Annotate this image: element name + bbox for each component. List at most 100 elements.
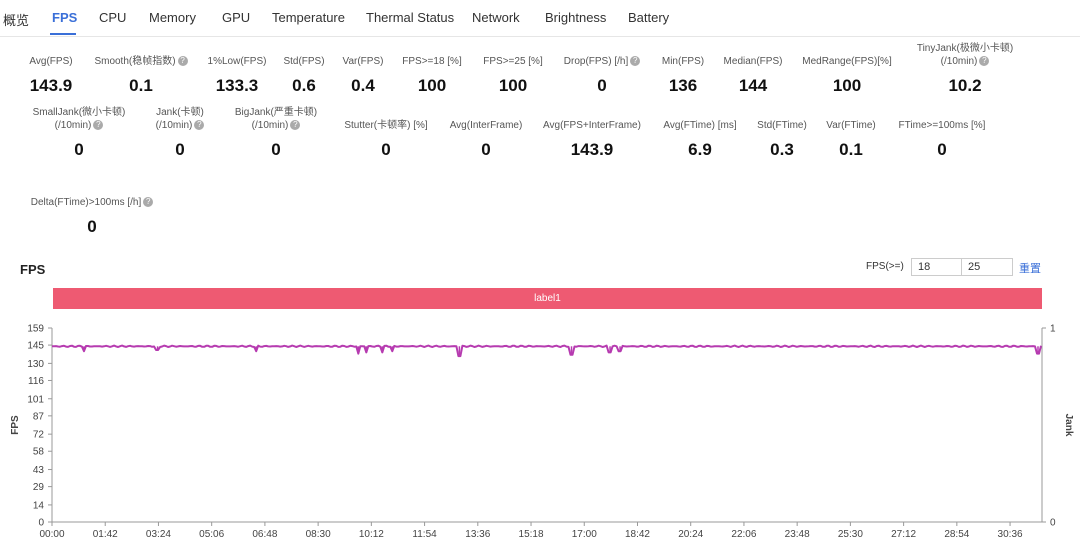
help-icon[interactable]: ?	[630, 56, 641, 67]
x-tick-label: 17:00	[572, 529, 597, 540]
metric-1-2: BigJank(严重卡顿) (/10min)? 0	[206, 106, 346, 160]
tab-temperature[interactable]: Temperature	[272, 10, 345, 25]
y-tick-label: 87	[33, 411, 45, 422]
x-tick-label: 23:48	[785, 529, 810, 540]
chart-title: FPS	[20, 262, 46, 277]
x-tick-label: 22:06	[731, 529, 756, 540]
metric-label: MedRange(FPS)[%]	[802, 56, 892, 67]
metric-value: 0.3	[770, 140, 794, 159]
metric-value: 143.9	[570, 140, 614, 159]
y-tick-label: 29	[33, 482, 45, 493]
metric-label: 1%Low(FPS)	[207, 56, 267, 67]
help-icon[interactable]: ?	[194, 120, 205, 131]
metric-label: TinyJank(极微小卡顿)	[916, 43, 1014, 54]
metric-label: SmallJank(微小卡顿)	[32, 107, 126, 118]
metric-0-2: 1%Low(FPS) 133.3	[167, 55, 307, 96]
metric-1-4: Avg(InterFrame) 0	[416, 119, 556, 160]
metric-label: Avg(FPS+InterFrame)	[543, 120, 641, 131]
tab-thermal-status[interactable]: Thermal Status	[366, 10, 455, 25]
tab-cpu[interactable]: CPU	[99, 10, 127, 25]
metric-label: FTime>=100ms [%]	[898, 120, 986, 131]
metric-0-1: Smooth(稳帧指数)? 0.1	[71, 55, 211, 96]
tab-battery[interactable]: Battery	[628, 10, 670, 25]
metric-label: Jank(卡顿)	[156, 107, 204, 118]
fps-threshold-input-1[interactable]	[911, 258, 963, 276]
y-tick-label: 43	[33, 465, 45, 476]
metric-label: Std(FTime)	[757, 120, 807, 131]
tab-bar: 概览 FPS CPU Memory GPU Temperature Thermal Stat…	[0, 0, 1080, 37]
tab-fps[interactable]: FPS	[52, 10, 78, 25]
metric-0-3: Std(FPS) 0.6	[234, 55, 374, 96]
metric-label: Avg(FPS)	[29, 56, 73, 67]
metric-value: 133.3	[215, 76, 259, 95]
tab-overview[interactable]: 概览	[3, 13, 30, 28]
metric-value: 6.9	[688, 140, 712, 159]
active-tab-indicator	[50, 33, 76, 35]
metric-1-7: Std(FTime) 0.3	[712, 119, 852, 160]
metric-label: FPS>=18 [%]	[402, 56, 462, 67]
metric-1-9: FTime>=100ms [%] 0	[872, 119, 1012, 160]
metric-1-0: SmallJank(微小卡顿) (/10min)? 0	[9, 106, 149, 160]
metric-label: Var(FTime)	[826, 120, 876, 131]
metric-label-unit: (/10min)?	[110, 119, 250, 132]
help-icon[interactable]: ?	[979, 56, 990, 67]
y-tick-label: 14	[33, 500, 45, 511]
metric-label: Drop(FPS) [/h]?	[532, 55, 672, 68]
x-tick-label: 28:54	[944, 529, 969, 540]
x-tick-label: 06:48	[252, 529, 277, 540]
x-tick-label: 15:18	[519, 529, 544, 540]
tab-network[interactable]: Network	[472, 10, 520, 25]
y-tick-label: 72	[33, 430, 45, 441]
metric-0-9: Median(FPS) 144	[683, 55, 823, 96]
metric-value: 0.6	[292, 76, 316, 95]
reset-button[interactable]: 重置	[1019, 263, 1041, 275]
fps-series-line	[51, 344, 1042, 358]
metric-0-10: MedRange(FPS)[%] 100	[777, 55, 917, 96]
metric-value: 0	[597, 76, 607, 95]
x-tick-label: 08:30	[306, 529, 331, 540]
x-tick-label: 20:24	[678, 529, 703, 540]
tab-brightness[interactable]: Brightness	[545, 10, 607, 25]
label-bar[interactable]: label1	[53, 288, 1042, 309]
metric-1-6: Avg(FTime) [ms] 6.9	[630, 119, 770, 160]
y-tick-label: 159	[27, 324, 44, 335]
metric-value: 0	[175, 140, 185, 159]
metric-value: 144	[738, 76, 768, 95]
metric-value: 0	[87, 217, 97, 236]
metric-value: 10.2	[948, 76, 982, 95]
metric-2-0: Delta(FTime)>100ms [/h]? 0	[22, 196, 162, 237]
metric-1-8: Var(FTime) 0.1	[781, 119, 921, 160]
metric-label: Var(FPS)	[342, 56, 384, 67]
tab-gpu[interactable]: GPU	[222, 10, 251, 25]
metric-1-3: Stutter(卡顿率) [%] 0	[316, 119, 456, 160]
metric-1-1: Jank(卡顿) (/10min)? 0	[110, 106, 250, 160]
metric-label: Min(FPS)	[661, 56, 705, 67]
metric-value: 0	[271, 140, 281, 159]
metric-value: 100	[417, 76, 447, 95]
metric-label: Std(FPS)	[283, 56, 325, 67]
x-tick-label: 30:36	[998, 529, 1023, 540]
metric-value: 0.1	[839, 140, 863, 159]
help-icon[interactable]: ?	[143, 197, 154, 208]
tab-memory[interactable]: Memory	[149, 10, 196, 25]
metric-0-4: Var(FPS) 0.4	[293, 55, 433, 96]
metric-value: 0	[74, 140, 84, 159]
metric-value: 0	[481, 140, 491, 159]
help-icon[interactable]: ?	[290, 120, 301, 131]
x-tick-label: 13:36	[465, 529, 490, 540]
help-icon[interactable]: ?	[93, 120, 104, 131]
help-icon[interactable]: ?	[177, 56, 188, 67]
metric-0-5: FPS>=18 [%] 100	[362, 55, 502, 96]
x-tick-label: 27:12	[891, 529, 916, 540]
y-axis-label: FPS	[10, 415, 21, 435]
metric-value: 0.1	[129, 76, 153, 95]
y-tick-label: 101	[27, 394, 44, 405]
metric-label: Median(FPS)	[723, 56, 783, 67]
fps-threshold-input-2[interactable]	[961, 258, 1013, 276]
metric-0-11: TinyJank(极微小卡顿) (/10min)? 10.2	[895, 42, 1035, 96]
fps-chart: 0 14 29 43 58 72 87 101 116 130 145 159 0 1 00:00 01:42…	[10, 324, 1074, 541]
metric-label-unit: (/10min)?	[895, 55, 1035, 68]
metric-value: 0	[937, 140, 947, 159]
metric-label-unit: (/10min)?	[9, 119, 149, 132]
metric-label: Avg(InterFrame)	[449, 120, 523, 131]
